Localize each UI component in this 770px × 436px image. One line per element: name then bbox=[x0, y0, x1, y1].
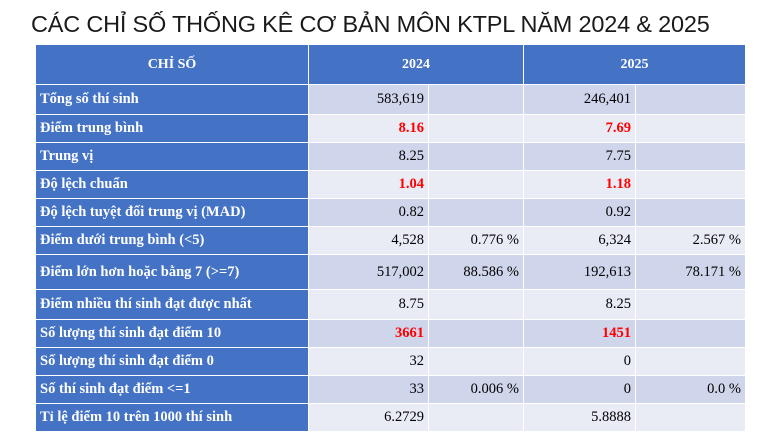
table-row: Số lượng thí sinh đạt điểm 10 3661 1451 bbox=[35, 319, 746, 348]
table-row: Tổng số thí sinh 583,619 246,401 bbox=[35, 84, 746, 115]
table-row: Độ lệch chuẩn 1.04 1.18 bbox=[35, 170, 746, 199]
percent-2025 bbox=[635, 114, 746, 143]
value-2025: 6,324 bbox=[523, 226, 636, 255]
row-label: Độ lệch tuyệt đối trung vị (MAD) bbox=[35, 198, 309, 227]
row-label: Số lượng thí sinh đạt điểm 0 bbox=[35, 347, 309, 376]
value-2024: 8.16 bbox=[308, 114, 429, 143]
row-label: Điểm lớn hơn hoặc bằng 7 (>=7) bbox=[35, 254, 309, 290]
value-2024: 6.2729 bbox=[308, 403, 429, 432]
table-row: Tỉ lệ điểm 10 trên 1000 thí sinh 6.2729 … bbox=[35, 403, 746, 432]
percent-2024 bbox=[428, 198, 524, 227]
value-2024: 583,619 bbox=[308, 84, 429, 115]
value-2024: 33 bbox=[308, 375, 429, 404]
percent-2024 bbox=[428, 403, 524, 432]
percent-2024: 88.586 % bbox=[428, 254, 524, 290]
value-2024: 4,528 bbox=[308, 226, 429, 255]
table-row: Độ lệch tuyệt đối trung vị (MAD) 0.82 0.… bbox=[35, 198, 746, 227]
value-2025: 0 bbox=[523, 347, 636, 376]
header-2024: 2024 bbox=[308, 44, 524, 85]
percent-2024: 0.776 % bbox=[428, 226, 524, 255]
value-2025: 246,401 bbox=[523, 84, 636, 115]
row-label: Số lượng thí sinh đạt điểm 10 bbox=[35, 319, 309, 348]
header-row: CHỈ SỐ 2024 2025 bbox=[35, 44, 746, 85]
table-row: Số lượng thí sinh đạt điểm 0 32 0 bbox=[35, 347, 746, 376]
row-label: Điểm nhiều thí sinh đạt được nhất bbox=[35, 289, 309, 320]
table-row: Điểm lớn hơn hoặc bằng 7 (>=7) 517,002 8… bbox=[35, 254, 746, 290]
row-label: Số thí sinh đạt điểm <=1 bbox=[35, 375, 309, 404]
value-2025: 5.8888 bbox=[523, 403, 636, 432]
row-label: Tổng số thí sinh bbox=[35, 84, 309, 115]
value-2025: 1.18 bbox=[523, 170, 636, 199]
table-row: Điểm dưới trung bình (<5) 4,528 0.776 % … bbox=[35, 226, 746, 255]
header-indicator: CHỈ SỐ bbox=[35, 44, 309, 85]
percent-2025 bbox=[635, 403, 746, 432]
value-2024: 517,002 bbox=[308, 254, 429, 290]
value-2025: 8.25 bbox=[523, 289, 636, 320]
table-row: Số thí sinh đạt điểm <=1 33 0.006 % 0 0.… bbox=[35, 375, 746, 404]
value-2025: 0 bbox=[523, 375, 636, 404]
row-label: Độ lệch chuẩn bbox=[35, 170, 309, 199]
percent-2024 bbox=[428, 170, 524, 199]
value-2025: 7.75 bbox=[523, 142, 636, 171]
row-label: Điểm trung bình bbox=[35, 114, 309, 143]
row-label: Điểm dưới trung bình (<5) bbox=[35, 226, 309, 255]
percent-2025 bbox=[635, 319, 746, 348]
percent-2025 bbox=[635, 84, 746, 115]
value-2024: 8.75 bbox=[308, 289, 429, 320]
value-2024: 3661 bbox=[308, 319, 429, 348]
percent-2024 bbox=[428, 84, 524, 115]
statistics-table: CHỈ SỐ 2024 2025 Tổng số thí sinh 583,61… bbox=[35, 44, 746, 432]
percent-2025: 0.0 % bbox=[635, 375, 746, 404]
percent-2025 bbox=[635, 347, 746, 376]
table-row: Điểm trung bình 8.16 7.69 bbox=[35, 114, 746, 143]
value-2025: 192,613 bbox=[523, 254, 636, 290]
percent-2025: 2.567 % bbox=[635, 226, 746, 255]
percent-2024 bbox=[428, 319, 524, 348]
row-label: Tỉ lệ điểm 10 trên 1000 thí sinh bbox=[35, 403, 309, 432]
percent-2025 bbox=[635, 142, 746, 171]
percent-2024 bbox=[428, 289, 524, 320]
percent-2025 bbox=[635, 198, 746, 227]
percent-2024: 0.006 % bbox=[428, 375, 524, 404]
value-2025: 0.92 bbox=[523, 198, 636, 227]
percent-2024 bbox=[428, 347, 524, 376]
value-2024: 1.04 bbox=[308, 170, 429, 199]
percent-2025 bbox=[635, 170, 746, 199]
value-2024: 0.82 bbox=[308, 198, 429, 227]
header-2025: 2025 bbox=[523, 44, 746, 85]
percent-2024 bbox=[428, 114, 524, 143]
percent-2025: 78.171 % bbox=[635, 254, 746, 290]
value-2024: 32 bbox=[308, 347, 429, 376]
table-row: Điểm nhiều thí sinh đạt được nhất 8.75 8… bbox=[35, 289, 746, 320]
percent-2025 bbox=[635, 289, 746, 320]
page-title: CÁC CHỈ SỐ THỐNG KÊ CƠ BẢN MÔN KTPL NĂM … bbox=[31, 11, 710, 37]
value-2024: 8.25 bbox=[308, 142, 429, 171]
row-label: Trung vị bbox=[35, 142, 309, 171]
percent-2024 bbox=[428, 142, 524, 171]
table-row: Trung vị 8.25 7.75 bbox=[35, 142, 746, 171]
value-2025: 1451 bbox=[523, 319, 636, 348]
value-2025: 7.69 bbox=[523, 114, 636, 143]
